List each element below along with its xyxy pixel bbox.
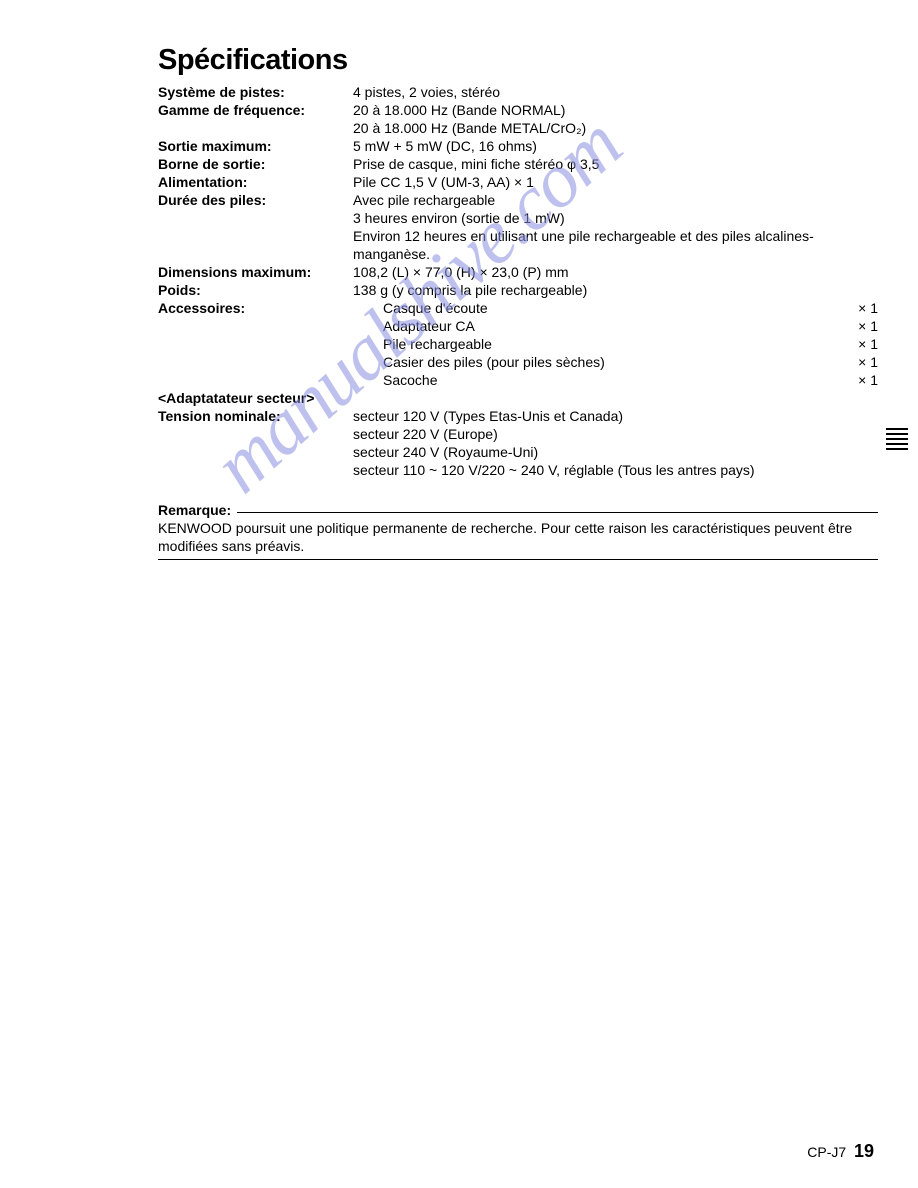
spec-row: Alimentation: Pile CC 1,5 V (UM-3, AA) ×… xyxy=(158,173,878,191)
spec-label: Système de pistes: xyxy=(158,83,353,101)
spec-value: Prise de casque, mini fiche stéréo φ 3,5 xyxy=(353,155,878,173)
accessory-qty: × 1 xyxy=(838,299,878,317)
accessory-item: Sacoche × 1 xyxy=(353,371,878,389)
divider-line xyxy=(237,512,878,513)
spec-line: secteur 120 V (Types Etas-Unis et Canada… xyxy=(353,407,878,425)
spec-row: Sortie maximum: 5 mW + 5 mW (DC, 16 ohms… xyxy=(158,137,878,155)
spec-value: secteur 120 V (Types Etas-Unis et Canada… xyxy=(353,407,878,479)
spec-row: Accessoires: Casque d'écoute × 1 Adaptat… xyxy=(158,299,878,389)
spec-label: Dimensions maximum: xyxy=(158,263,353,281)
spec-value: Avec pile rechargeable 3 heures environ … xyxy=(353,191,878,263)
page-footer: CP-J7 19 xyxy=(807,1141,874,1162)
spec-line: 20 à 18.000 Hz (Bande NORMAL) xyxy=(353,101,878,119)
spec-label: Tension nominale: xyxy=(158,407,353,479)
accessory-item: Pile rechargeable × 1 xyxy=(353,335,878,353)
footer-model: CP-J7 xyxy=(807,1144,846,1160)
spec-line: 138 g (y compris la pile rechargeable) xyxy=(353,281,878,299)
page-title: Spécifications xyxy=(158,44,878,77)
adapter-header: <Adaptatateur secteur> xyxy=(158,389,878,407)
accessories-list: Casque d'écoute × 1 Adaptateur CA × 1 Pi… xyxy=(353,299,878,389)
spec-value: Pile CC 1,5 V (UM-3, AA) × 1 xyxy=(353,173,878,191)
spec-line: secteur 240 V (Royaume-Uni) xyxy=(353,443,878,461)
remark-label: Remarque: xyxy=(158,501,231,519)
accessory-qty: × 1 xyxy=(838,335,878,353)
spec-line: Environ 12 heures en utilisant une pile … xyxy=(353,227,878,263)
spec-value: 138 g (y compris la pile rechargeable) xyxy=(353,281,878,299)
spec-row: Durée des piles: Avec pile rechargeable … xyxy=(158,191,878,263)
footer-page-number: 19 xyxy=(854,1141,874,1161)
spec-label: Durée des piles: xyxy=(158,191,353,263)
accessory-name: Sacoche xyxy=(383,371,838,389)
spec-row: Tension nominale: secteur 120 V (Types E… xyxy=(158,407,878,479)
spec-line: secteur 110 ~ 120 V/220 ~ 240 V, réglabl… xyxy=(353,461,878,479)
spec-label: Poids: xyxy=(158,281,353,299)
spec-value: 20 à 18.000 Hz (Bande NORMAL) 20 à 18.00… xyxy=(353,101,878,137)
spec-line: Avec pile rechargeable xyxy=(353,191,878,209)
remark-block: Remarque: KENWOOD poursuit une politique… xyxy=(158,501,878,560)
spec-line: 5 mW + 5 mW (DC, 16 ohms) xyxy=(353,137,878,155)
margin-tab-icon xyxy=(880,428,908,453)
accessory-name: Casier des piles (pour piles sèches) xyxy=(383,353,838,371)
spec-label: Accessoires: xyxy=(158,299,353,389)
accessory-name: Adaptateur CA xyxy=(383,317,838,335)
spec-line: secteur 220 V (Europe) xyxy=(353,425,878,443)
spec-line: Prise de casque, mini fiche stéréo φ 3,5 xyxy=(353,155,878,173)
accessory-item: Casier des piles (pour piles sèches) × 1 xyxy=(353,353,878,371)
divider-line xyxy=(158,559,878,560)
spec-line: 20 à 18.000 Hz (Bande METAL/CrO₂) xyxy=(353,119,878,137)
accessory-name: Pile rechargeable xyxy=(383,335,838,353)
spec-label: Alimentation: xyxy=(158,173,353,191)
accessory-item: Casque d'écoute × 1 xyxy=(353,299,878,317)
spec-row: Borne de sortie: Prise de casque, mini f… xyxy=(158,155,878,173)
remark-text: KENWOOD poursuit une politique permanent… xyxy=(158,519,878,555)
spec-value: 108,2 (L) × 77,0 (H) × 23,0 (P) mm xyxy=(353,263,878,281)
spec-label: Sortie maximum: xyxy=(158,137,353,155)
spec-line: Pile CC 1,5 V (UM-3, AA) × 1 xyxy=(353,173,878,191)
spec-row: Système de pistes: 4 pistes, 2 voies, st… xyxy=(158,83,878,101)
accessory-qty: × 1 xyxy=(838,371,878,389)
spec-line: 3 heures environ (sortie de 1 mW) xyxy=(353,209,878,227)
spec-line: 108,2 (L) × 77,0 (H) × 23,0 (P) mm xyxy=(353,263,878,281)
remark-header: Remarque: xyxy=(158,501,878,519)
spec-label: Gamme de fréquence: xyxy=(158,101,353,137)
spec-row: Gamme de fréquence: 20 à 18.000 Hz (Band… xyxy=(158,101,878,137)
specifications-page: Spécifications Système de pistes: 4 pist… xyxy=(158,44,878,560)
spec-row: Poids: 138 g (y compris la pile recharge… xyxy=(158,281,878,299)
spec-value: 5 mW + 5 mW (DC, 16 ohms) xyxy=(353,137,878,155)
accessory-qty: × 1 xyxy=(838,353,878,371)
accessory-qty: × 1 xyxy=(838,317,878,335)
spec-value: 4 pistes, 2 voies, stéréo xyxy=(353,83,878,101)
spec-line: 4 pistes, 2 voies, stéréo xyxy=(353,83,878,101)
accessory-item: Adaptateur CA × 1 xyxy=(353,317,878,335)
spec-row: Dimensions maximum: 108,2 (L) × 77,0 (H)… xyxy=(158,263,878,281)
accessory-name: Casque d'écoute xyxy=(383,299,838,317)
spec-label: Borne de sortie: xyxy=(158,155,353,173)
